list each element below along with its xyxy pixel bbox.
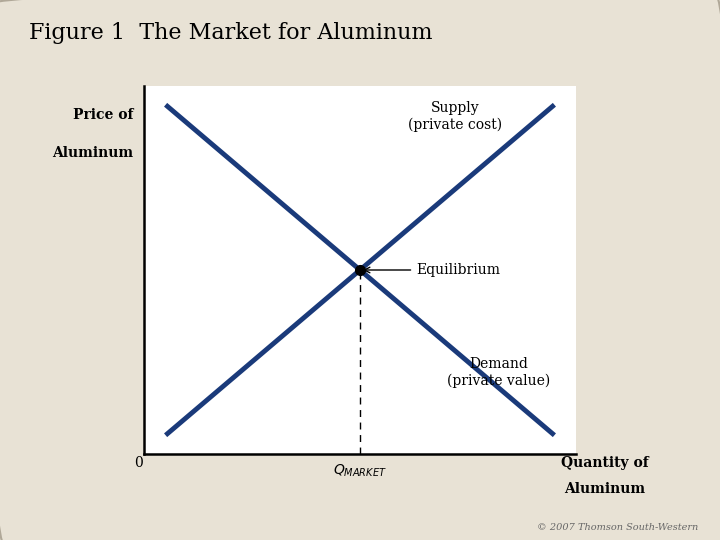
Text: Figure 1  The Market for Aluminum: Figure 1 The Market for Aluminum: [29, 22, 432, 44]
Text: Aluminum: Aluminum: [52, 146, 133, 160]
Text: Aluminum: Aluminum: [564, 482, 645, 496]
Text: Demand
(private value): Demand (private value): [446, 357, 550, 388]
Text: 0: 0: [134, 456, 143, 470]
Text: Price of: Price of: [73, 108, 133, 122]
Text: Supply
(private cost): Supply (private cost): [408, 101, 502, 132]
Text: Equilibrium: Equilibrium: [364, 263, 500, 277]
Text: © 2007 Thomson South-Western: © 2007 Thomson South-Western: [537, 523, 698, 532]
Text: Quantity of: Quantity of: [561, 456, 649, 470]
Text: $Q_{MARKET}$: $Q_{MARKET}$: [333, 463, 387, 479]
